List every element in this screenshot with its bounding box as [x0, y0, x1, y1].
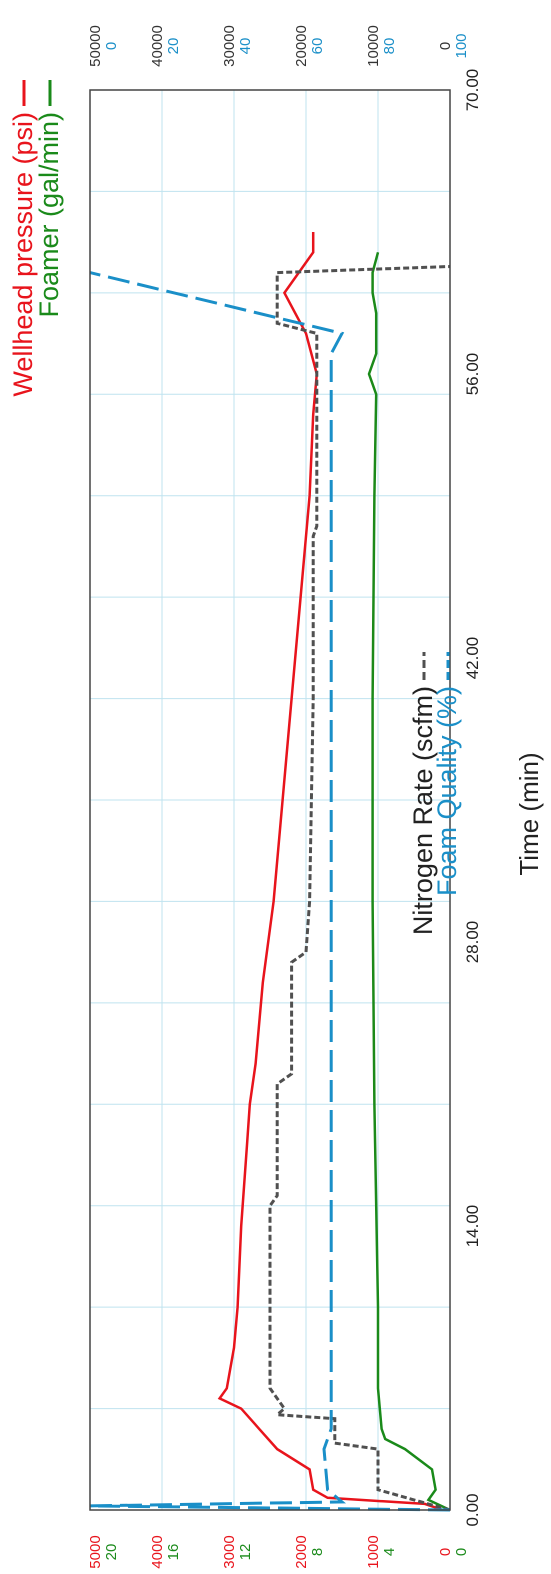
nitrogen-tick-label: 10000 [365, 25, 382, 67]
foamer-tick-label: 16 [165, 1544, 182, 1561]
foam-quality-tick-label: 60 [309, 38, 326, 55]
nitrogen-tick-label: 0 [437, 42, 454, 50]
plot-frame [89, 89, 451, 1511]
pressure-tick-label: 5000 [87, 1535, 104, 1568]
legend-label: Wellhead pressure (psi) [8, 112, 38, 397]
foam-quality-tick-label: 0 [103, 42, 120, 50]
foam-quality-tick-label: 20 [165, 38, 182, 55]
pressure-tick-label: 3000 [221, 1535, 238, 1568]
foamer-tick-label: 0 [453, 1548, 470, 1556]
pressure-tick-label: 0 [437, 1548, 454, 1556]
left-axis-labels: 0 1000 2000 3000 4000 5000 0 4 8 12 16 2… [87, 1535, 470, 1568]
x-tick-label: 28.00 [463, 921, 482, 964]
nitrogen-tick-label: 30000 [221, 25, 238, 67]
series-line-foam-quality [89, 271, 451, 1512]
legend-item-pressure: Wellhead pressure (psi) [8, 80, 38, 397]
pressure-tick-label: 1000 [365, 1535, 382, 1568]
series-line-nitrogen [268, 265, 451, 1512]
right-axis-labels: 0 10000 20000 30000 40000 50000 100 80 6… [87, 25, 470, 67]
grid-lines [90, 89, 450, 1511]
pressure-tick-label: 4000 [149, 1535, 166, 1568]
foam-quality-tick-label: 100 [453, 33, 470, 58]
x-axis-labels: 0.00 14.00 28.00 42.00 56.00 70.00 [463, 69, 482, 1527]
x-tick-label: 56.00 [463, 353, 482, 396]
legend-label: Foam Quality (%) [432, 686, 462, 896]
foamer-tick-label: 20 [103, 1544, 120, 1561]
x-axis-title: Time (min) [514, 752, 544, 875]
legend-item-foamer: Foamer (gal/min) [34, 80, 64, 318]
x-tick-label: 70.00 [463, 69, 482, 112]
x-tick-label: 14.00 [463, 1205, 482, 1248]
legend-label: Nitrogen Rate (scfm) [408, 686, 438, 935]
series-line-pressure [217, 232, 444, 1512]
pressure-tick-label: 2000 [293, 1535, 310, 1568]
nitrogen-tick-label: 40000 [149, 25, 166, 67]
x-tick-label: 0.00 [463, 1493, 482, 1526]
foam-quality-tick-label: 40 [237, 38, 254, 55]
x-tick-label: 42.00 [463, 637, 482, 680]
foamer-tick-label: 4 [381, 1548, 398, 1556]
legend-label: Foamer (gal/min) [34, 112, 64, 318]
series-line-foamer [367, 251, 451, 1512]
legend: Wellhead pressure (psi) Foamer (gal/min)… [8, 80, 462, 935]
foam-quality-tick-label: 80 [381, 38, 398, 55]
legend-item-foam-quality: Foam Quality (%) [432, 652, 462, 896]
nitrogen-tick-label: 50000 [87, 25, 104, 67]
plot-series [89, 232, 451, 1512]
nitrogen-tick-label: 20000 [293, 25, 310, 67]
foamer-tick-label: 12 [237, 1544, 254, 1561]
legend-item-nitrogen: Nitrogen Rate (scfm) [408, 652, 438, 935]
foamer-tick-label: 8 [309, 1548, 326, 1556]
